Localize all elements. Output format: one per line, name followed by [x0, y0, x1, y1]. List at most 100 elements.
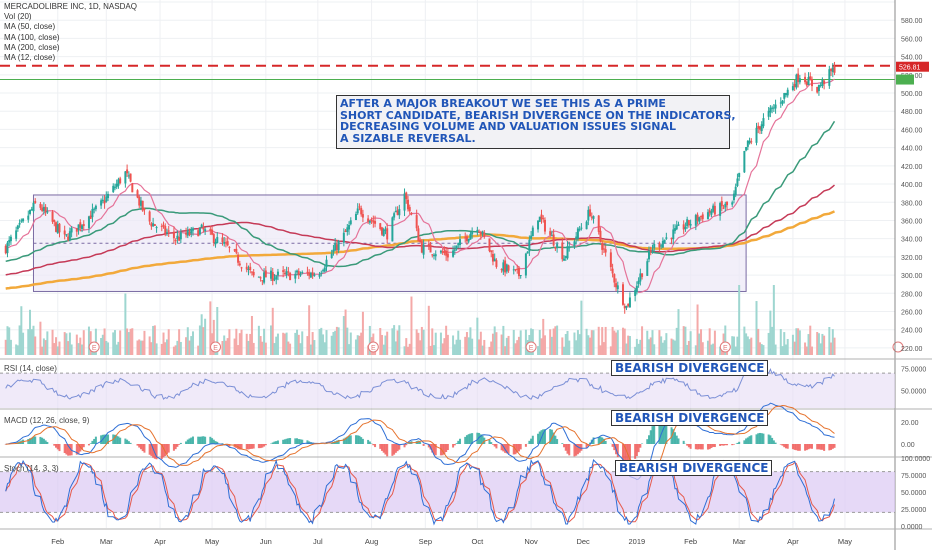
macd-histogram-bar	[129, 442, 132, 444]
volume-bar	[611, 326, 614, 355]
macd-histogram-bar	[250, 444, 253, 449]
candle-body	[320, 272, 323, 274]
volume-bar	[55, 337, 58, 355]
macd-histogram-bar	[252, 444, 255, 449]
macd-histogram-bar	[516, 444, 519, 453]
candle-body	[374, 221, 377, 224]
macd-histogram-bar	[665, 424, 668, 444]
volume-bar	[273, 343, 276, 355]
price-tick-label: 360.00	[901, 218, 923, 225]
chart-legend: MERCADOLIBRE INC, 1D, NASDAQ Vol (20) MA…	[4, 2, 137, 63]
candle-body	[563, 258, 566, 261]
macd-histogram-bar	[276, 440, 279, 444]
volume-bar	[597, 326, 600, 355]
candle-body	[490, 250, 493, 253]
volume-bar	[502, 325, 505, 355]
volume-bar	[616, 330, 619, 355]
candle-body	[349, 220, 352, 225]
candle-body	[58, 223, 61, 233]
macd-divergence-label: BEARISH DIVERGENCE	[611, 410, 769, 426]
candle-body	[441, 251, 444, 253]
candle-body	[282, 270, 285, 272]
price-tick-label: 580.00	[901, 18, 923, 25]
macd-histogram-bar	[771, 437, 774, 444]
macd-histogram-bar	[708, 444, 711, 450]
macd-histogram-bar	[29, 438, 32, 444]
macd-histogram-bar	[760, 433, 763, 444]
candle-body	[672, 229, 675, 240]
macd-histogram-bar	[356, 435, 359, 444]
macd-histogram-bar	[138, 444, 141, 448]
macd-histogram-bar	[285, 438, 288, 444]
candle-body	[165, 232, 168, 234]
volume-bar	[100, 337, 103, 355]
candle-body	[568, 246, 571, 249]
candle-body	[360, 208, 363, 215]
time-tick-label: Jul	[313, 537, 323, 546]
volume-bar	[781, 346, 784, 355]
volume-bar	[148, 336, 151, 355]
volume-bar	[556, 325, 559, 355]
candle-body	[245, 266, 248, 270]
candle-body	[726, 201, 729, 206]
candle-body	[762, 118, 765, 127]
macd-histogram-bar	[769, 435, 772, 444]
candle-body	[32, 202, 35, 212]
candle-body	[576, 228, 579, 239]
volume-bar	[224, 340, 227, 355]
candle-body	[446, 253, 449, 258]
candle-body	[745, 147, 748, 151]
volume-bar	[554, 326, 557, 355]
macd-histogram-bar	[722, 444, 725, 446]
volume-bar	[346, 327, 349, 355]
candle-body	[433, 255, 436, 257]
volume-bar	[446, 334, 449, 355]
candle-body	[209, 229, 212, 231]
volume-bar	[615, 332, 618, 355]
macd-histogram-bar	[467, 434, 470, 444]
candle-body	[670, 237, 673, 240]
volume-bar	[126, 328, 129, 355]
candle-body	[791, 86, 794, 91]
macd-histogram-bar	[706, 444, 709, 450]
volume-bar	[212, 319, 215, 355]
macd-histogram-bar	[427, 444, 430, 448]
macd-histogram-bar	[556, 439, 559, 444]
candle-body	[53, 220, 56, 222]
price-tick-label: 440.00	[901, 146, 923, 153]
volume-bar	[708, 328, 711, 355]
candle-body	[538, 216, 541, 222]
candle-body	[384, 229, 387, 231]
candle-body	[621, 284, 624, 305]
candle-body	[823, 80, 826, 85]
legend-ma200: MA (200, close)	[4, 42, 60, 52]
volume-bar	[263, 328, 266, 355]
macd-histogram-bar	[354, 435, 357, 444]
candle-body	[55, 222, 58, 232]
volume-bar	[344, 309, 347, 355]
macd-histogram-bar	[238, 444, 241, 450]
candle-body	[313, 274, 316, 277]
stoch-tick-label: 50.0000	[901, 490, 926, 497]
volume-bar	[713, 330, 716, 355]
macd-histogram-bar	[164, 444, 167, 457]
candle-body	[70, 228, 73, 233]
price-tag-label: 526.81	[899, 65, 921, 72]
macd-histogram-bar	[204, 436, 207, 444]
candle-body	[63, 230, 66, 235]
volume-bar	[252, 342, 255, 355]
candle-body	[550, 235, 553, 237]
candle-body	[566, 246, 569, 259]
macd-histogram-bar	[611, 444, 614, 447]
macd-histogram-bar	[198, 436, 201, 444]
volume-bar	[32, 325, 35, 355]
volume-bar	[393, 325, 396, 355]
volume-bar	[164, 342, 167, 355]
macd-histogram-bar	[623, 444, 626, 463]
volume-bar	[103, 328, 106, 355]
candle-body	[264, 270, 267, 278]
candle-body	[639, 273, 642, 282]
earnings-marker-label: E	[371, 345, 376, 352]
candle-body	[623, 306, 626, 309]
volume-bar	[791, 334, 794, 355]
